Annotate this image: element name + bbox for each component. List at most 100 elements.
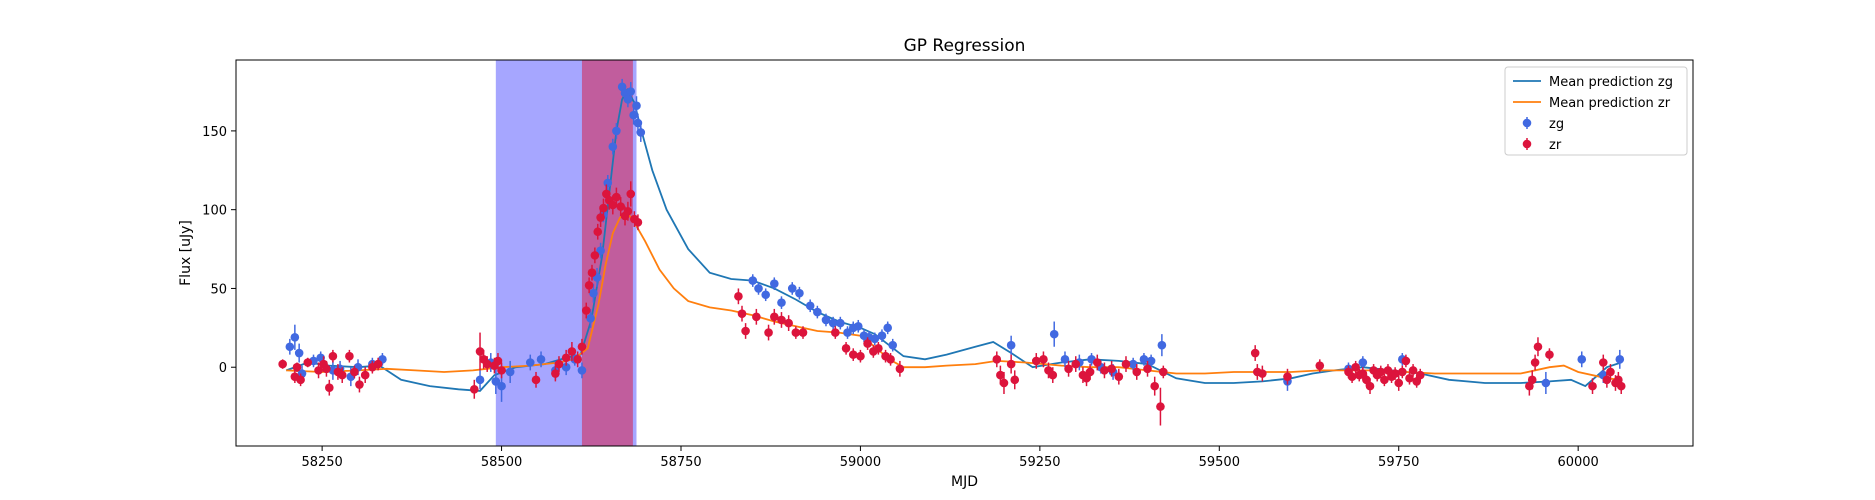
zr-marker [1412, 377, 1421, 386]
zr-marker [848, 350, 858, 359]
zr-marker [764, 328, 773, 337]
zr-marker [599, 203, 608, 213]
zg-point [828, 316, 838, 330]
zg-point [787, 282, 797, 295]
zg-marker [491, 377, 501, 386]
zr-marker [1616, 381, 1626, 391]
zg-point [612, 123, 621, 139]
legend-dot [1522, 139, 1532, 149]
legend-label-mean-zr: Mean prediction zr [1549, 96, 1671, 111]
zr-marker [616, 202, 626, 211]
zr-point [590, 247, 600, 264]
zr-marker [1107, 364, 1116, 374]
zr-point [482, 356, 492, 372]
zr-point [1085, 364, 1095, 380]
zg-marker [285, 342, 295, 352]
zr-point [1258, 365, 1267, 382]
zr-point [587, 264, 597, 281]
zg-point [843, 326, 852, 339]
data-points [278, 78, 1626, 426]
zr-marker [1606, 367, 1615, 377]
zr-marker [482, 359, 492, 369]
zr-point [1390, 367, 1400, 380]
zr-point [325, 379, 334, 396]
zr-point [599, 198, 608, 218]
zg-marker [805, 301, 815, 311]
zr-point [475, 332, 485, 371]
zr-point [770, 308, 779, 325]
zg-marker [561, 362, 571, 372]
zr-point [567, 342, 577, 361]
zr-point [373, 357, 383, 371]
zr-point [561, 349, 571, 366]
zr-point [1365, 378, 1375, 395]
zr-point [1347, 370, 1357, 383]
zr-point [1408, 364, 1418, 377]
x-tick-label: 59000 [840, 455, 881, 470]
zr-marker [1100, 366, 1109, 375]
zr-point [741, 323, 750, 339]
zr-marker [531, 375, 541, 385]
zr-point [593, 223, 603, 240]
zr-marker [493, 356, 503, 366]
zr-point [831, 326, 840, 339]
zr-marker [1048, 370, 1058, 380]
zg-point [883, 321, 893, 335]
zr-marker [752, 312, 761, 322]
zr-point [322, 360, 331, 377]
x-tick-label: 59250 [1019, 455, 1060, 470]
zr-marker [895, 364, 905, 374]
zr-point [581, 302, 591, 319]
zr-point [278, 359, 287, 369]
zg-point [813, 305, 822, 319]
x-tick-label: 58750 [660, 455, 701, 470]
zr-marker [551, 369, 560, 378]
zr-point [1415, 368, 1425, 382]
zg-marker [1615, 355, 1625, 364]
zr-marker [1358, 369, 1368, 378]
zg-marker [1049, 329, 1059, 339]
zr-point [999, 371, 1009, 395]
zr-point [314, 362, 323, 379]
zg-point [1157, 334, 1167, 357]
zr-point [612, 187, 621, 207]
zr-marker [856, 351, 865, 361]
zg-point [836, 316, 845, 330]
zr-marker [322, 364, 331, 374]
zr-marker [292, 362, 302, 372]
zr-marker [373, 359, 383, 369]
zr-point [1606, 364, 1615, 380]
zr-marker [577, 342, 587, 352]
shaded-regions [495, 60, 637, 446]
zr-marker [784, 318, 793, 328]
zr-marker [1121, 359, 1131, 369]
zr-marker [1408, 366, 1418, 375]
x-tick-label: 59500 [1199, 455, 1240, 470]
zr-marker [314, 366, 323, 375]
zg-point [1541, 371, 1551, 395]
zg-point [1615, 349, 1625, 369]
zr-point [874, 342, 883, 355]
legend-label-zr: zr [1549, 138, 1562, 153]
zr-marker [1401, 356, 1411, 366]
zr-marker [469, 384, 479, 394]
zg-marker [813, 307, 822, 317]
zr-point [355, 376, 364, 393]
zg-point [770, 277, 779, 291]
zr-point [1150, 376, 1159, 396]
zr-marker [1031, 356, 1041, 366]
zr-marker [626, 189, 636, 199]
zg-marker [754, 284, 763, 293]
zg-marker [853, 321, 863, 331]
zr-point [1401, 354, 1411, 368]
zg-marker [1157, 340, 1167, 350]
zg-marker [888, 340, 898, 350]
x-axis-title: MJD [951, 474, 978, 490]
zr-marker [1533, 342, 1543, 352]
zg-point [761, 288, 770, 302]
zr-point [360, 367, 370, 383]
zg-point [632, 96, 641, 116]
legend-box [1504, 66, 1688, 156]
zg-marker [1146, 356, 1156, 366]
zr-marker [1390, 369, 1400, 378]
